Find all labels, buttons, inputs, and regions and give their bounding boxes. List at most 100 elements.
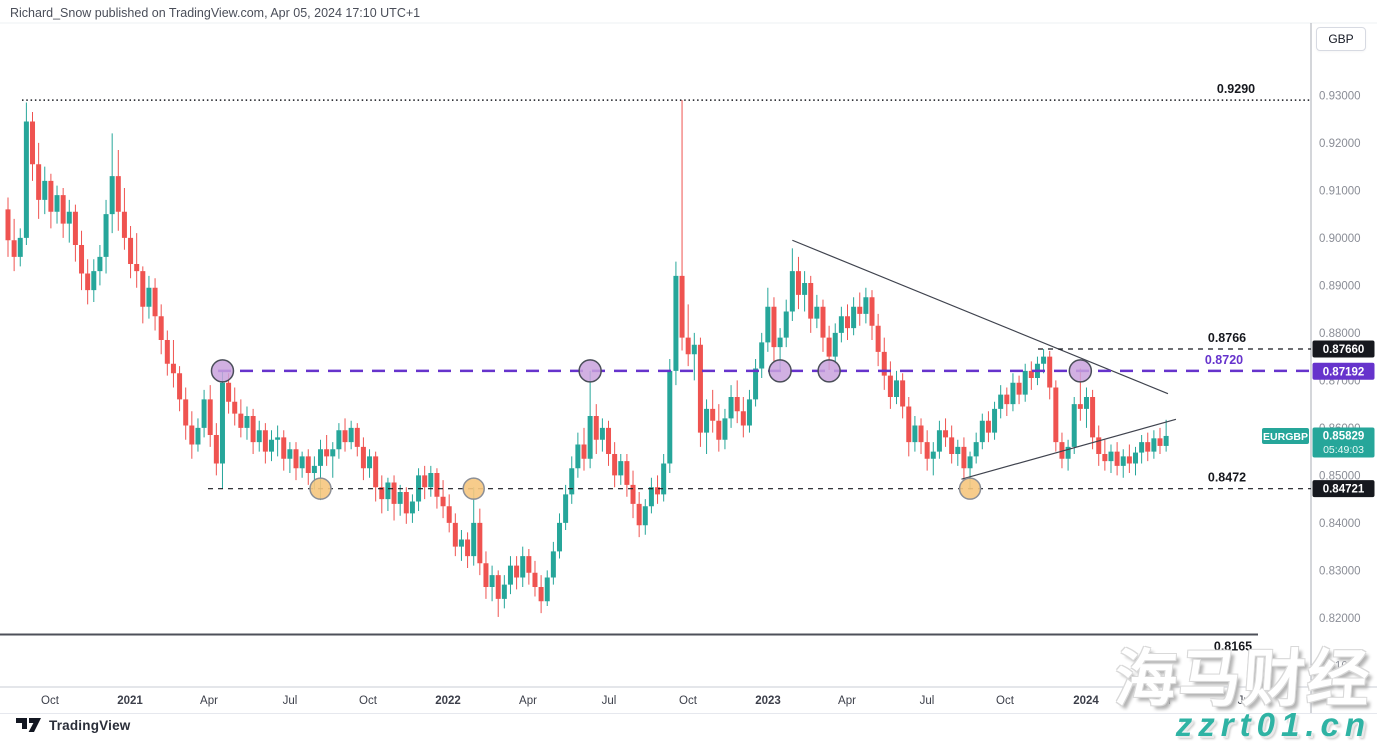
candle-body <box>526 556 532 573</box>
candle-body <box>1090 397 1096 438</box>
time-axis-label: Apr <box>838 695 856 707</box>
candle-body <box>697 344 703 433</box>
time-axis-labels[interactable]: Oct 2021 Apr Jul Oct 2022 Apr Jul Oct 2023 Apr Jul O… <box>41 695 1252 707</box>
candle-body <box>575 444 581 469</box>
candle-body <box>648 487 654 507</box>
last-price-badge <box>1312 427 1375 458</box>
candle-body <box>183 399 189 426</box>
candle-body <box>581 444 587 459</box>
last-price-text: 0.85829 <box>1323 431 1365 443</box>
tradingview-brand[interactable]: TradingView <box>16 717 130 733</box>
time-axis-label: Jul <box>920 695 935 707</box>
candle-body <box>281 437 287 459</box>
candle-body <box>85 273 91 291</box>
candle-body <box>967 456 973 469</box>
candle-body <box>514 565 520 578</box>
candle-body <box>440 496 446 507</box>
candle-body <box>36 164 42 200</box>
candle-body <box>140 271 146 307</box>
candle-body <box>489 575 495 588</box>
candle-body <box>949 437 955 455</box>
marker-resistance-touch[interactable] <box>210 359 235 383</box>
candle-body <box>219 382 225 464</box>
candle-body <box>538 587 544 602</box>
marker-resistance-touch[interactable] <box>768 359 792 383</box>
candle-body <box>985 420 991 433</box>
candle-body <box>992 408 998 433</box>
candle-body <box>1028 370 1034 379</box>
candle-body <box>979 420 985 443</box>
time-axis-label: 2023 <box>755 695 781 707</box>
candle-body <box>311 465 317 474</box>
candle-body <box>661 463 667 495</box>
candle-body <box>287 449 293 459</box>
marker-support-touch[interactable] <box>958 477 982 500</box>
candle-body <box>1157 438 1163 446</box>
tradingview-logo-icon <box>16 718 41 732</box>
candle-body <box>875 325 881 352</box>
candle-body <box>844 316 850 329</box>
time-axis-label: Oct <box>41 695 60 707</box>
candle-body <box>268 439 274 452</box>
candle-body <box>838 316 844 333</box>
candle-body <box>1120 456 1126 466</box>
candle-body <box>1041 356 1047 364</box>
marker-resistance-touch[interactable] <box>578 359 602 383</box>
candle-body <box>789 271 795 312</box>
candle-body <box>152 287 158 317</box>
candle-body <box>11 240 17 257</box>
candle-body <box>477 522 483 564</box>
candle-body <box>936 430 942 452</box>
marker-support-touch[interactable] <box>462 477 485 500</box>
candle-body <box>354 427 360 447</box>
candle-body <box>373 456 379 488</box>
candle-body <box>863 297 869 314</box>
time-axis-label: 2024 <box>1073 695 1099 707</box>
candle-body <box>324 449 330 457</box>
marker-resistance-touch[interactable] <box>817 359 841 383</box>
candle-body <box>906 406 912 443</box>
time-axis-label: Oct <box>679 695 698 707</box>
candle-body <box>771 306 777 348</box>
candle-body <box>1059 442 1065 459</box>
attribution-text: Richard_Snow published on TradingView.co… <box>10 6 421 20</box>
candle-body <box>924 442 930 459</box>
marker-support-touch[interactable] <box>309 477 332 500</box>
price-axis-ticks[interactable]: 0.93000 0.92000 0.91000 0.90000 0.89000 0.880… <box>1319 90 1361 672</box>
candle-body <box>422 475 428 488</box>
candle-body <box>710 408 716 421</box>
price-badge-text: 0.84721 <box>1323 484 1365 496</box>
candle-body <box>857 306 863 314</box>
time-axis-label: 2021 <box>117 695 143 707</box>
candle-body <box>238 413 244 428</box>
candle-body <box>612 454 618 476</box>
price-tick-label: 0.81000 <box>1319 660 1361 672</box>
candle-body <box>293 449 299 469</box>
candle-body <box>667 370 673 464</box>
currency-toggle-button[interactable]: GBP <box>1316 27 1366 51</box>
candle-body <box>452 522 458 547</box>
candle-body <box>1010 382 1016 405</box>
candle-body <box>128 237 134 265</box>
candle-body <box>348 427 354 443</box>
candle-body <box>918 425 924 443</box>
candle-body <box>1102 454 1108 462</box>
trendline-ascending-support[interactable] <box>961 418 1177 480</box>
candle-body <box>446 506 452 523</box>
candle-body <box>869 297 875 326</box>
candle-body <box>728 397 734 419</box>
marker-resistance-touch[interactable] <box>1068 359 1093 383</box>
candle-body <box>391 482 397 504</box>
candle-body <box>213 435 219 464</box>
candle-body <box>54 195 60 212</box>
candle-body <box>342 430 348 443</box>
candle-body <box>894 380 900 398</box>
trendline-descending-resistance[interactable] <box>792 239 1169 395</box>
candle-body <box>961 446 967 469</box>
candle-body <box>1004 394 1010 405</box>
candle-body <box>121 211 127 238</box>
time-axis-label: 2022 <box>435 695 461 707</box>
candle-body <box>201 399 207 428</box>
